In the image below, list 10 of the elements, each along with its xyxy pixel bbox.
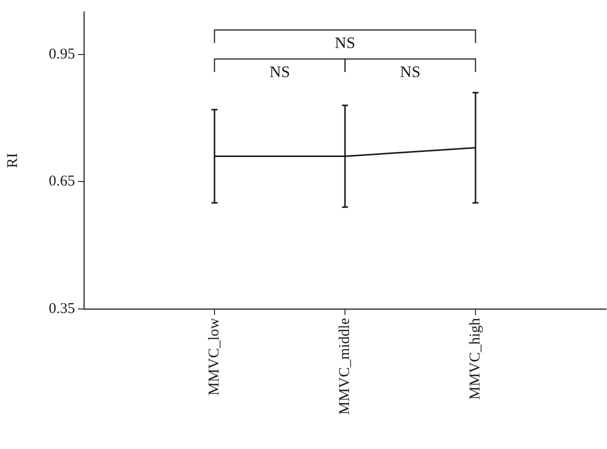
annotation: NS (334, 35, 356, 52)
x-tick-label: MMVC_middle (336, 318, 353, 415)
annotation: NS (400, 64, 420, 82)
y-tick-label: 0.65 (48, 174, 75, 190)
y-axis-title: RI (4, 152, 21, 168)
x-tick-label: MMVC_high (467, 318, 484, 400)
y-tick-label: 0.95 (48, 46, 75, 62)
y-tick-label: 0.35 (48, 300, 75, 317)
x-tick-label: MMVC_low (206, 318, 222, 396)
annotation: NS (270, 64, 290, 82)
